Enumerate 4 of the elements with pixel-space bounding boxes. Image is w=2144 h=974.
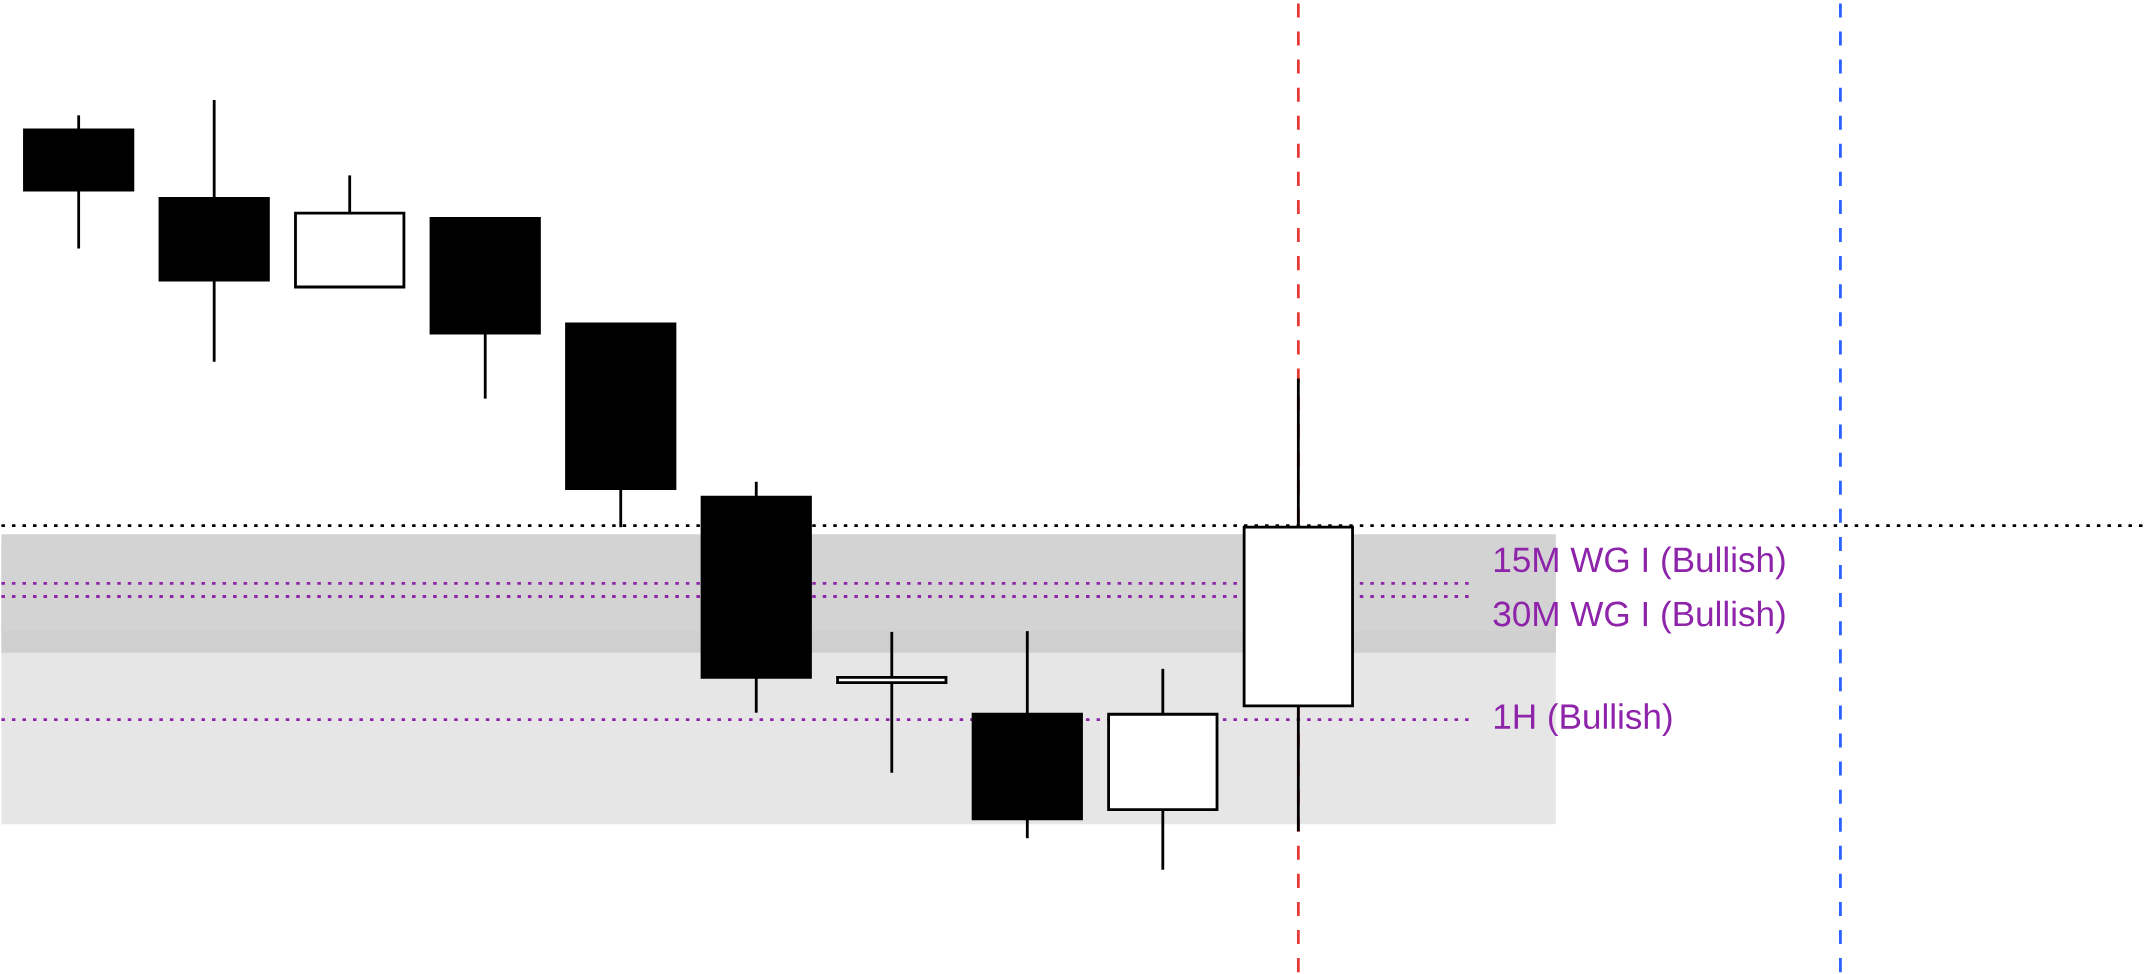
ref-line-label: 1H (Bullish) — [1494, 703, 1672, 737]
ref-line-label: 30M WG I (Bullish) — [1493, 600, 1785, 634]
ref-line-label: 15M WG I (Bullish) — [1494, 546, 1785, 580]
candlestick — [836, 630, 948, 775]
